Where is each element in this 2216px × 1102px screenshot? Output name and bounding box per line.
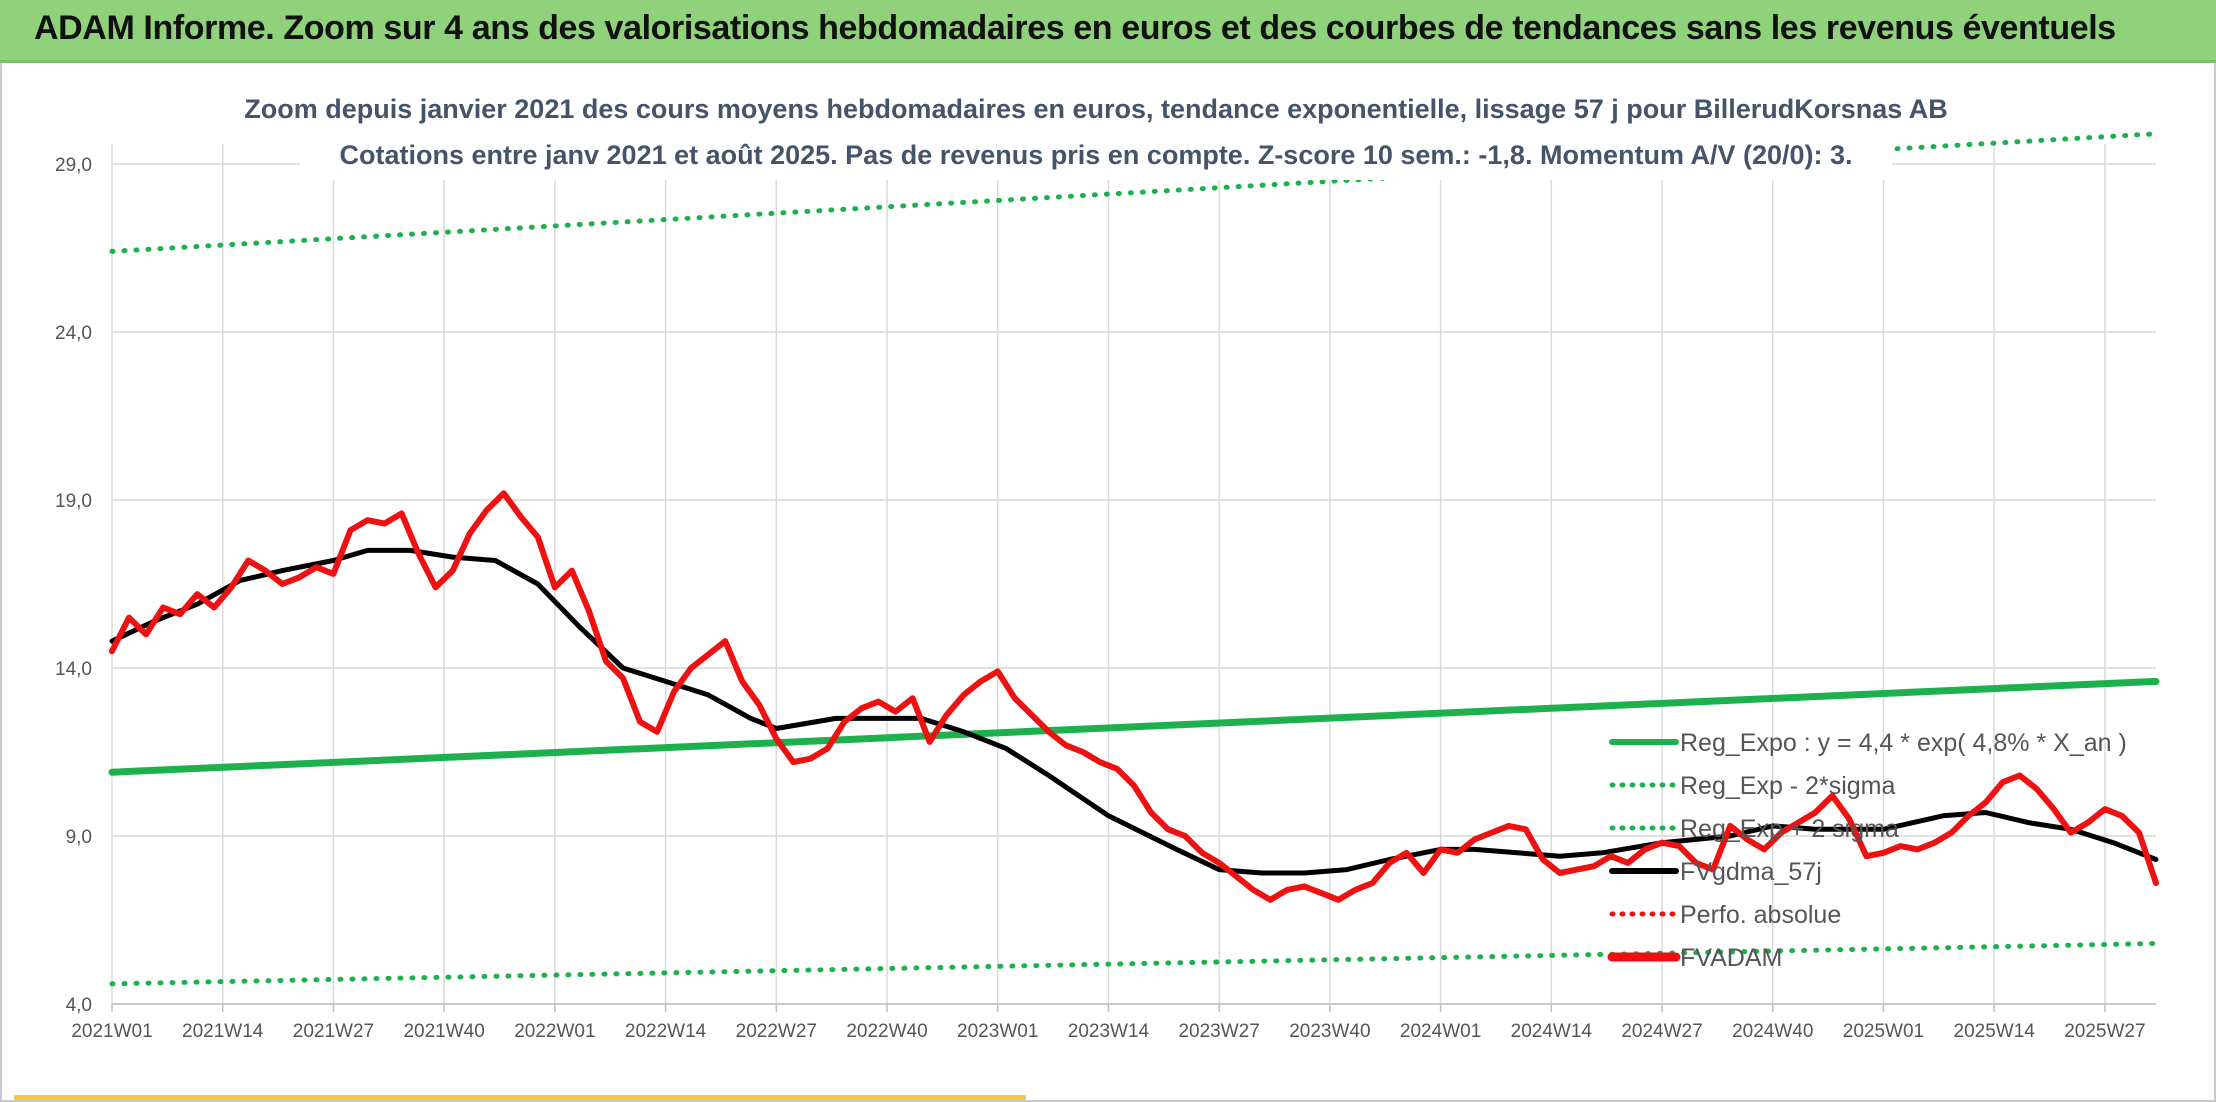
y-tick-label: 19,0 bbox=[55, 491, 92, 512]
x-tick-label: 2023W27 bbox=[1178, 1021, 1259, 1042]
x-tick-label: 2023W01 bbox=[957, 1021, 1038, 1042]
x-tick-label: 2021W27 bbox=[293, 1021, 374, 1042]
legend-label: Reg_Exp + 2 sigma bbox=[1680, 815, 1899, 843]
x-tick-label: 2022W01 bbox=[514, 1021, 595, 1042]
subtitle-line-1: Zoom depuis janvier 2021 des cours moyen… bbox=[244, 94, 1948, 124]
legend-label: Reg_Expo : y = 4,4 * exp( 4,8% * X_an ) bbox=[1680, 729, 2127, 757]
gridlines bbox=[111, 144, 2156, 1005]
x-tick-label: 2023W14 bbox=[1068, 1021, 1150, 1042]
legend-label: FVgdma_57j bbox=[1680, 858, 1822, 886]
y-tick-label: 29,0 bbox=[55, 155, 92, 176]
legend: Reg_Expo : y = 4,4 * exp( 4,8% * X_an ) R… bbox=[1607, 729, 2127, 972]
x-tick-label: 2021W14 bbox=[182, 1021, 264, 1042]
x-tick-label: 2024W27 bbox=[1621, 1021, 1702, 1042]
bottom-accent-bar bbox=[14, 1095, 1026, 1100]
x-tick-label: 2021W40 bbox=[403, 1021, 484, 1042]
x-tick-label: 2024W14 bbox=[1511, 1021, 1593, 1042]
x-tick-label: 2025W01 bbox=[1843, 1021, 1924, 1042]
x-tick-label: 2022W27 bbox=[736, 1021, 817, 1042]
series-layer bbox=[108, 131, 2160, 987]
legend-label: FVADAM bbox=[1680, 944, 1782, 972]
trend-line bbox=[108, 677, 2160, 776]
x-tick-label: 2022W40 bbox=[846, 1021, 927, 1042]
legend-label: Perfo. absolue bbox=[1680, 901, 1841, 929]
legend-label: Reg_Exp - 2*sigma bbox=[1680, 772, 1895, 800]
y-tick-label: 9,0 bbox=[66, 827, 92, 848]
x-tick-label: 2024W01 bbox=[1400, 1021, 1481, 1042]
chart-subtitle: Zoom depuis janvier 2021 des cours moyen… bbox=[244, 84, 1948, 180]
x-tick-label: 2023W40 bbox=[1289, 1021, 1370, 1042]
price-line bbox=[109, 490, 2159, 903]
lower-band-line bbox=[109, 941, 2159, 987]
x-tick-label: 2021W01 bbox=[71, 1021, 152, 1042]
page-title: ADAM Informe. Zoom sur 4 ans des valoris… bbox=[34, 9, 2116, 47]
y-axis: 4,0 9,0 14,0 19,0 24,0 29,0 bbox=[55, 155, 92, 1016]
x-tick-label: 2024W40 bbox=[1732, 1021, 1813, 1042]
chart-area: 4,09,014,019,024,029,0 2021W01 2021W14 202… bbox=[55, 84, 2160, 1042]
y-tick-label: 24,0 bbox=[55, 323, 92, 344]
subtitle-background bbox=[300, 84, 1892, 180]
x-tick-label: 2022W14 bbox=[625, 1021, 707, 1042]
subtitle-line-2: Cotations entre janv 2021 et août 2025. … bbox=[339, 140, 1852, 170]
x-tick-label: 2025W27 bbox=[2064, 1021, 2145, 1042]
x-axis: 2021W01 2021W14 2021W27 2021W40 2022W01 2022W… bbox=[71, 1003, 2156, 1042]
x-tick-label: 2025W14 bbox=[1954, 1021, 2036, 1042]
y-tick-label: 4,0 bbox=[66, 995, 92, 1016]
y-tick-label: 14,0 bbox=[55, 659, 92, 680]
title-bar: ADAM Informe. Zoom sur 4 ans des valoris… bbox=[0, 0, 2216, 63]
